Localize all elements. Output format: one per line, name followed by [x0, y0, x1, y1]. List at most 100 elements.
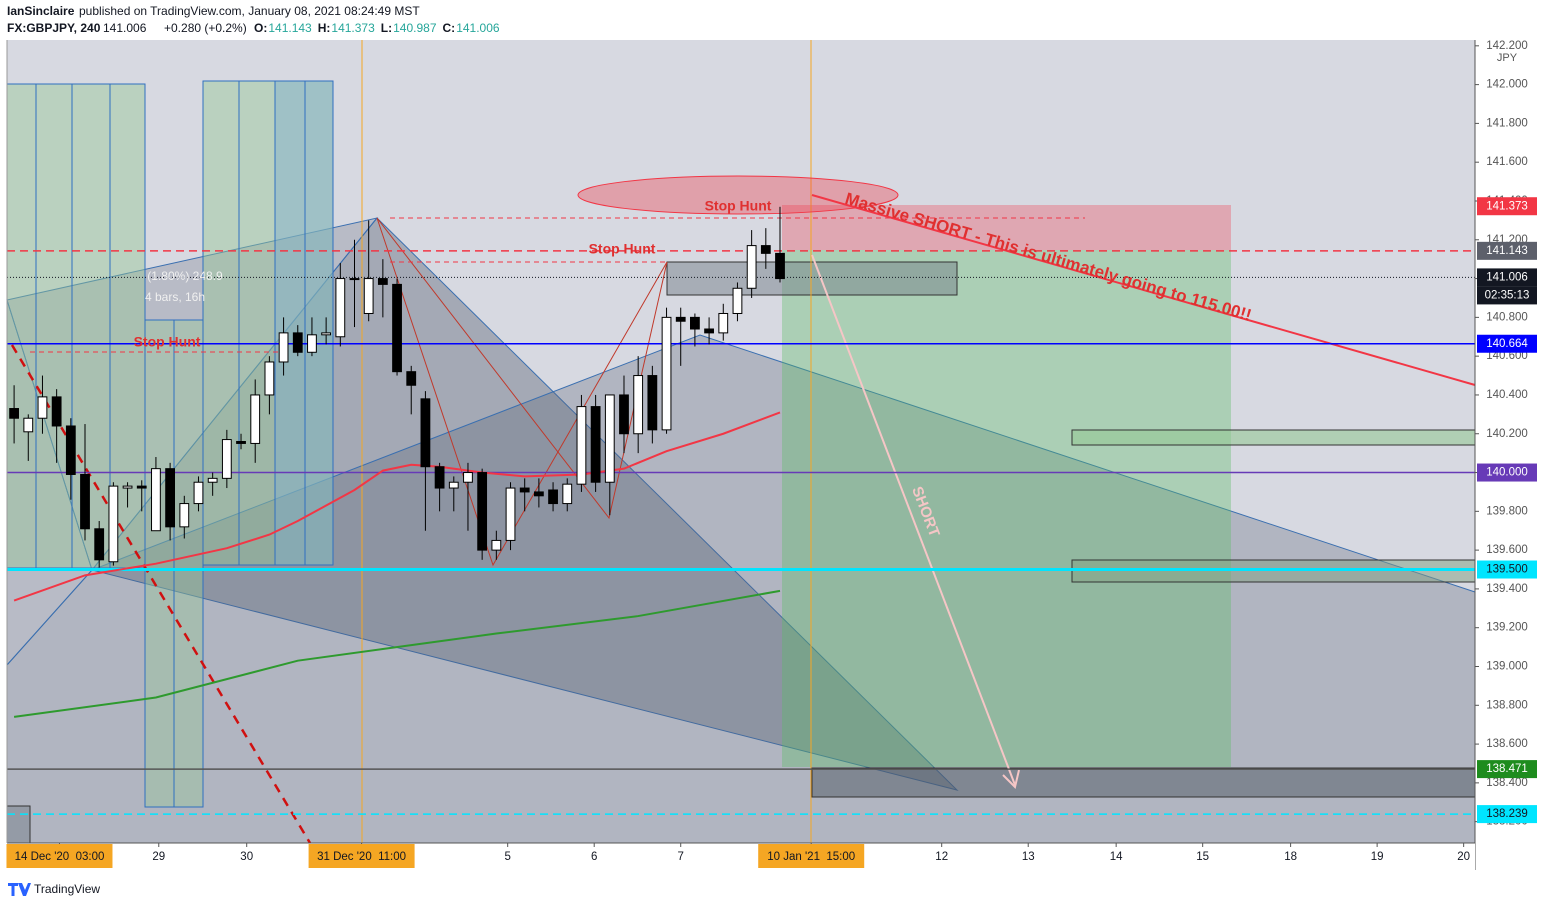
candle-body [278, 332, 289, 363]
y-tick-label: 140.600 [1486, 350, 1528, 362]
x-tick-label: 15 [1196, 851, 1209, 863]
time-box [274, 80, 334, 566]
time-box [202, 80, 334, 566]
published: published on TradingView.com, January 08… [79, 4, 420, 18]
price-label-box [1477, 463, 1537, 482]
candle-body [760, 245, 771, 254]
drawings [6, 40, 1476, 844]
candle-body [661, 316, 672, 431]
ohlc-label: H: [318, 21, 331, 35]
price-label-box [1477, 560, 1537, 579]
ohlc-label: O: [254, 21, 267, 35]
candle-body [37, 396, 48, 419]
measure-label: (1.80%) 248.9 [147, 269, 223, 283]
x-tick-label: 6 [591, 851, 597, 863]
candle-body [392, 283, 402, 373]
x-tick-label: 18 [1284, 851, 1297, 863]
candle-body [533, 491, 544, 497]
candle-body [363, 278, 374, 314]
candle-body [264, 361, 275, 396]
y-tick-label: 138.800 [1486, 699, 1528, 711]
time-box [6, 83, 146, 569]
header: IanSinclaire published on TradingView.co… [7, 4, 500, 35]
y-tick-label: 140.800 [1486, 311, 1528, 323]
candle-body [165, 468, 176, 528]
x-tick-label: 7 [678, 851, 684, 863]
candle-body [193, 481, 204, 505]
price-label: 141.373 [1486, 200, 1528, 212]
candle-body [562, 483, 573, 505]
logo [8, 883, 31, 896]
countdown-box [1477, 286, 1537, 305]
candle-body [604, 394, 615, 483]
axis-unit: JPY [1497, 52, 1518, 64]
x-tick-label: 19 [1371, 851, 1384, 863]
price-label-box [1477, 805, 1537, 824]
candle-body [80, 473, 90, 530]
zone-box [811, 767, 1476, 798]
y-tick-label: 139.400 [1486, 583, 1528, 595]
price-axis [1475, 40, 1546, 870]
candle-body [491, 539, 502, 551]
change: +0.280 (+0.2%) [164, 21, 247, 35]
trend-line [10, 344, 312, 844]
candle-body [477, 472, 488, 551]
moving-average [13, 411, 781, 602]
candle-body [335, 278, 346, 338]
candle-body [406, 371, 417, 386]
x-tick-label: 20 [1457, 851, 1470, 863]
x-highlight [308, 844, 415, 868]
ohlc-value: 141.006 [456, 21, 500, 35]
zone-box [6, 805, 31, 844]
candle-body [94, 528, 105, 561]
candle-body [647, 375, 658, 431]
countdown: 02:35:13 [1485, 289, 1530, 301]
price-label-box [1477, 268, 1537, 287]
annotation: Stop Hunt [705, 198, 772, 214]
candle-body [236, 441, 246, 444]
price-label: 138.471 [1486, 763, 1528, 775]
candle-body [207, 477, 218, 483]
series [7, 206, 1475, 815]
candle-body [9, 408, 19, 419]
candle-body [732, 287, 743, 314]
candle-body [420, 398, 431, 468]
candle-body [179, 503, 190, 528]
x-tick-label: 29 [152, 851, 165, 863]
candle-body [377, 278, 388, 285]
y-tick-label: 138.600 [1486, 738, 1528, 750]
candle-body [633, 375, 644, 435]
y-tick-label: 140.200 [1486, 428, 1528, 440]
y-tick-label: 142.200 [1486, 40, 1528, 52]
candle-body [590, 406, 601, 483]
candle-body [548, 489, 558, 505]
y-tick-label: 139.000 [1486, 661, 1528, 673]
zone-box [666, 261, 958, 296]
x-tick-label: 30 [240, 851, 253, 863]
ohlc-label: C: [443, 21, 456, 35]
zone-box [1071, 429, 1476, 446]
measure-label: 4 bars, 16h [145, 290, 205, 304]
last-price: 141.006 [103, 21, 147, 35]
candle-body [448, 481, 459, 489]
ohlc-value: 141.373 [331, 21, 375, 35]
candle-body [675, 316, 686, 322]
candle-body [221, 439, 232, 479]
symbol: FX:GBPJPY, 240 [7, 21, 101, 35]
candle-body [23, 417, 34, 433]
risk-zone [782, 205, 1231, 250]
annotation: Stop Hunt [134, 334, 201, 350]
y-tick-label: 141.600 [1486, 156, 1528, 168]
candle-body [746, 245, 757, 289]
price-label: 139.500 [1486, 564, 1528, 576]
x-tick-label: 5 [504, 851, 510, 863]
ohlc-value: 140.987 [393, 21, 437, 35]
y-tick-label: 142.000 [1486, 79, 1528, 91]
reward-zone [782, 250, 1231, 767]
price-label: 138.239 [1486, 808, 1528, 820]
candle-body [576, 406, 587, 485]
x-tick-label: 31 Dec '20 11:00 [317, 851, 406, 863]
candle-body [151, 468, 161, 532]
y-tick-label: 141.800 [1486, 117, 1528, 129]
x-highlight [6, 844, 113, 868]
